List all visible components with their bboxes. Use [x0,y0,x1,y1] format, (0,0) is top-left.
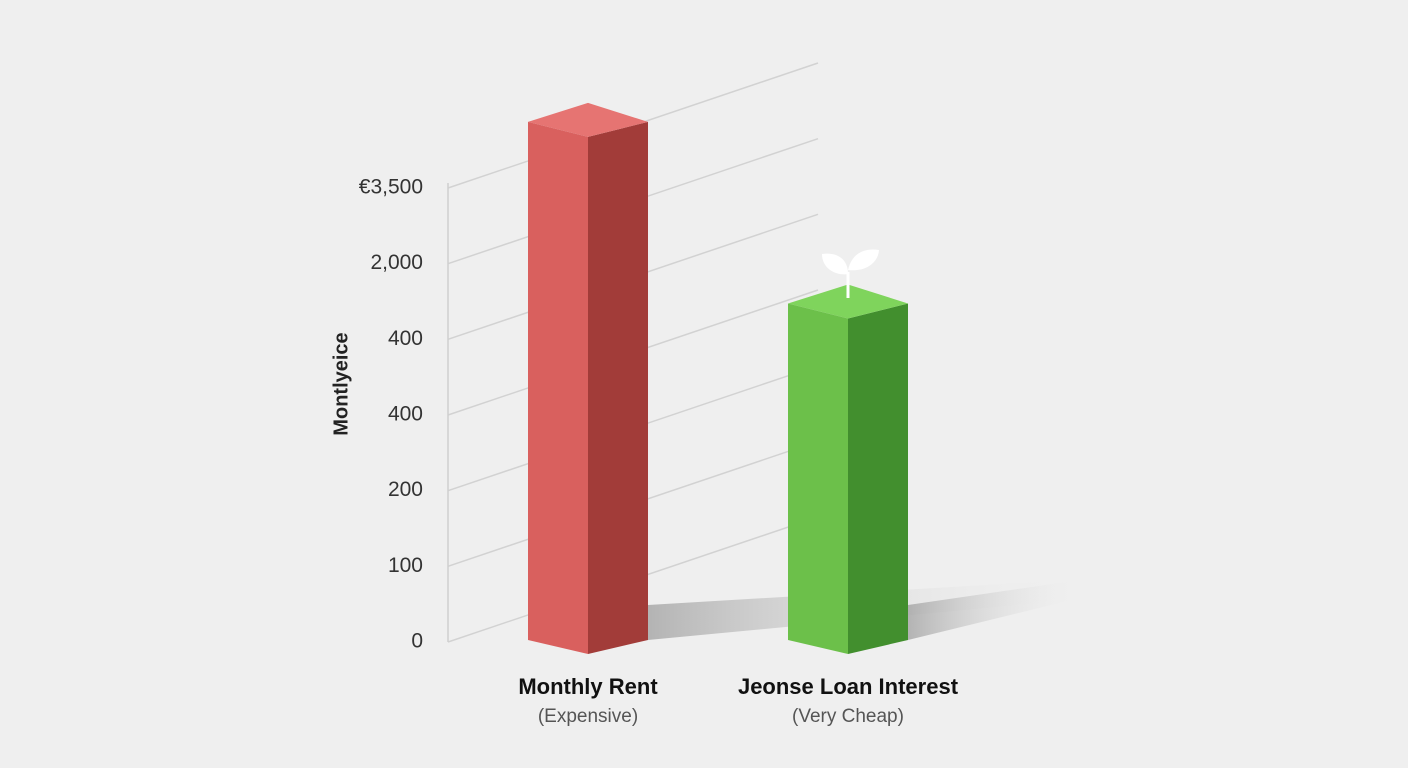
bars [528,102,908,654]
shadow [908,580,1080,640]
x-tick-note: (Expensive) [538,706,638,727]
bar-side [588,121,648,654]
y-tick-label: 200 [388,478,423,501]
sprout-icon [822,249,879,298]
y-axis-title: Montlyeice [330,332,352,435]
y-tick-label: 2,000 [370,251,423,274]
y-tick-label: 400 [388,327,423,350]
bar-top [788,284,908,319]
bar [788,303,848,654]
x-tick-label: Jeonse Loan Interest [738,674,959,699]
bar [528,121,588,654]
x-tick-note: (Very Cheap) [792,706,904,727]
y-tick-label: €3,500 [359,176,423,199]
y-tick-label: 100 [388,554,423,577]
y-tick-label: 0 [411,630,423,653]
y-tick-label: 400 [388,403,423,426]
bar-side [848,303,908,654]
x-tick-label: Monthly Rent [518,674,658,699]
bar-top [528,102,648,137]
